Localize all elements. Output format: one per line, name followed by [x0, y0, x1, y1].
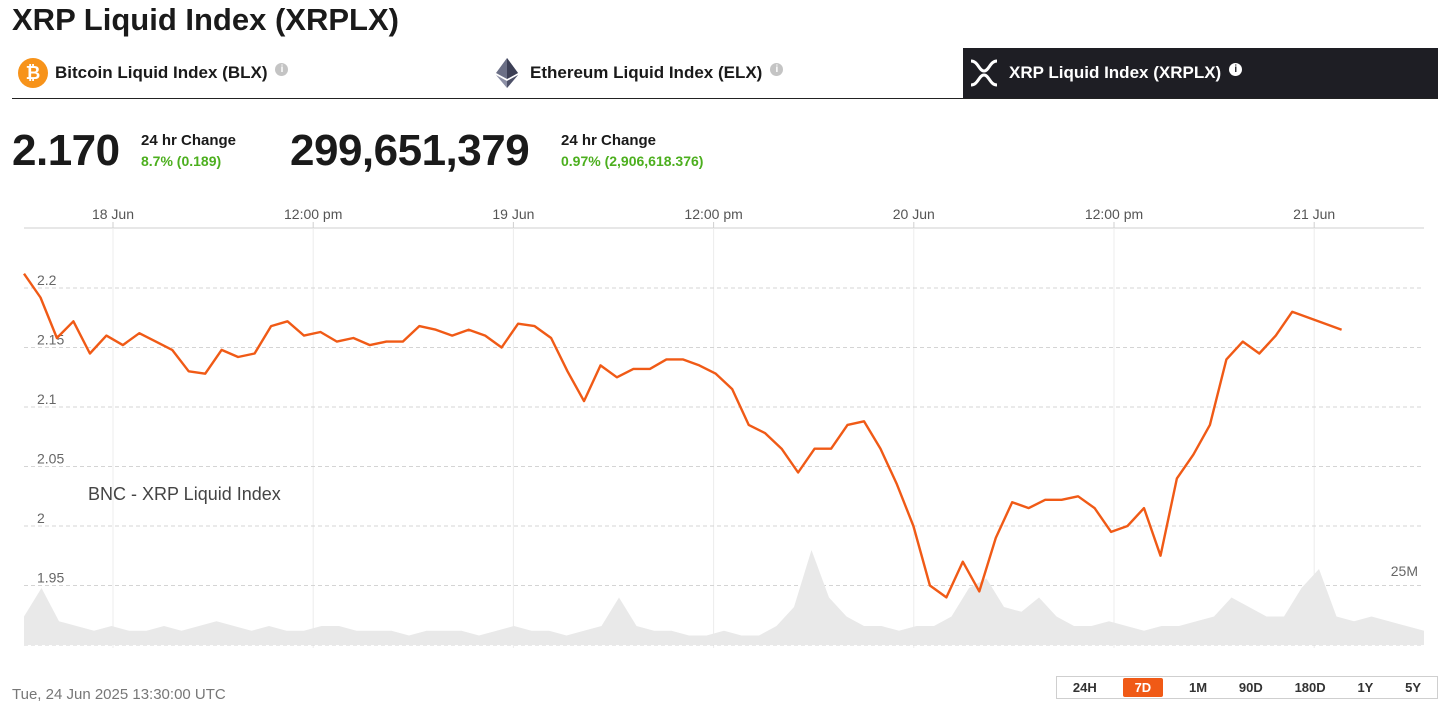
tab-label: Ethereum Liquid Index (ELX)	[530, 63, 763, 82]
range-button-1m[interactable]: 1M	[1189, 680, 1208, 695]
y-tick-label: 2.05	[37, 451, 64, 467]
info-icon[interactable]: i	[275, 62, 289, 76]
info-icon[interactable]: i	[1229, 62, 1243, 76]
page-title: XRP Liquid Index (XRPLX)	[12, 2, 399, 37]
price-chart: 18 Jun 12:00 pm 19 Jun 12:00 pm 20 Jun 12:00 …	[23, 206, 1424, 648]
range-button-24h[interactable]: 24H	[1072, 680, 1097, 695]
x-tick-label: 12:00 pm	[684, 206, 742, 222]
tab-label: Bitcoin Liquid Index (BLX)	[55, 63, 268, 82]
price-line	[23, 273, 1343, 599]
range-selector: 24H 7D 1M 90D 180D 1Y 5Y	[1056, 676, 1438, 699]
volume-change-label: 24 hr Change	[561, 132, 657, 149]
x-tick-label: 21 Jun	[1293, 206, 1335, 222]
range-button-7d[interactable]: 7D	[1122, 678, 1164, 697]
range-button-1y[interactable]: 1Y	[1357, 680, 1374, 695]
x-tick-label: 19 Jun	[492, 206, 534, 222]
index-tabs: ₿ Bitcoin Liquid Index (BLX) i Ethereum …	[12, 48, 1438, 99]
range-button-5y[interactable]: 5Y	[1405, 680, 1422, 695]
price-change-label: 24 hr Change	[141, 132, 237, 149]
price-value: 2.170	[12, 126, 120, 175]
chart-annotation: BNC - XRP Liquid Index	[88, 484, 281, 504]
x-tick-label: 20 Jun	[893, 206, 935, 222]
y-tick-label: 2	[37, 510, 45, 526]
y-tick-label: 2.1	[37, 391, 57, 407]
tab-xrp-index[interactable]: XRP Liquid Index (XRPLX) i	[963, 48, 1438, 98]
info-icon[interactable]: i	[770, 62, 784, 76]
y-tick-label: 2.2	[37, 272, 57, 288]
x-tick-label: 12:00 pm	[284, 206, 342, 222]
x-tick-label: 18 Jun	[92, 206, 134, 222]
x-tick-label: 12:00 pm	[1085, 206, 1143, 222]
range-button-180d[interactable]: 180D	[1294, 680, 1326, 695]
tab-bitcoin-index[interactable]: ₿ Bitcoin Liquid Index (BLX) i	[18, 48, 289, 98]
ethereum-icon	[496, 58, 518, 88]
volume-value: 299,651,379	[290, 126, 530, 175]
tab-label: XRP Liquid Index (XRPLX)	[1009, 63, 1222, 82]
tab-ethereum-index[interactable]: Ethereum Liquid Index (ELX) i	[496, 48, 784, 98]
bitcoin-icon: ₿	[18, 58, 48, 88]
price-change-value: 8.7% (0.189)	[141, 153, 222, 169]
y-tick-label: 1.95	[37, 570, 64, 586]
volume-scale-label: 25M	[1391, 563, 1418, 579]
volume-area	[24, 550, 1424, 645]
volume-change-value: 0.97% (2,906,618.376)	[561, 153, 704, 169]
timestamp: Tue, 24 Jun 2025 13:30:00 UTC	[12, 686, 226, 703]
range-button-90d[interactable]: 90D	[1238, 680, 1263, 695]
xrp-icon	[970, 59, 998, 87]
y-tick-label: 2.15	[37, 332, 64, 348]
